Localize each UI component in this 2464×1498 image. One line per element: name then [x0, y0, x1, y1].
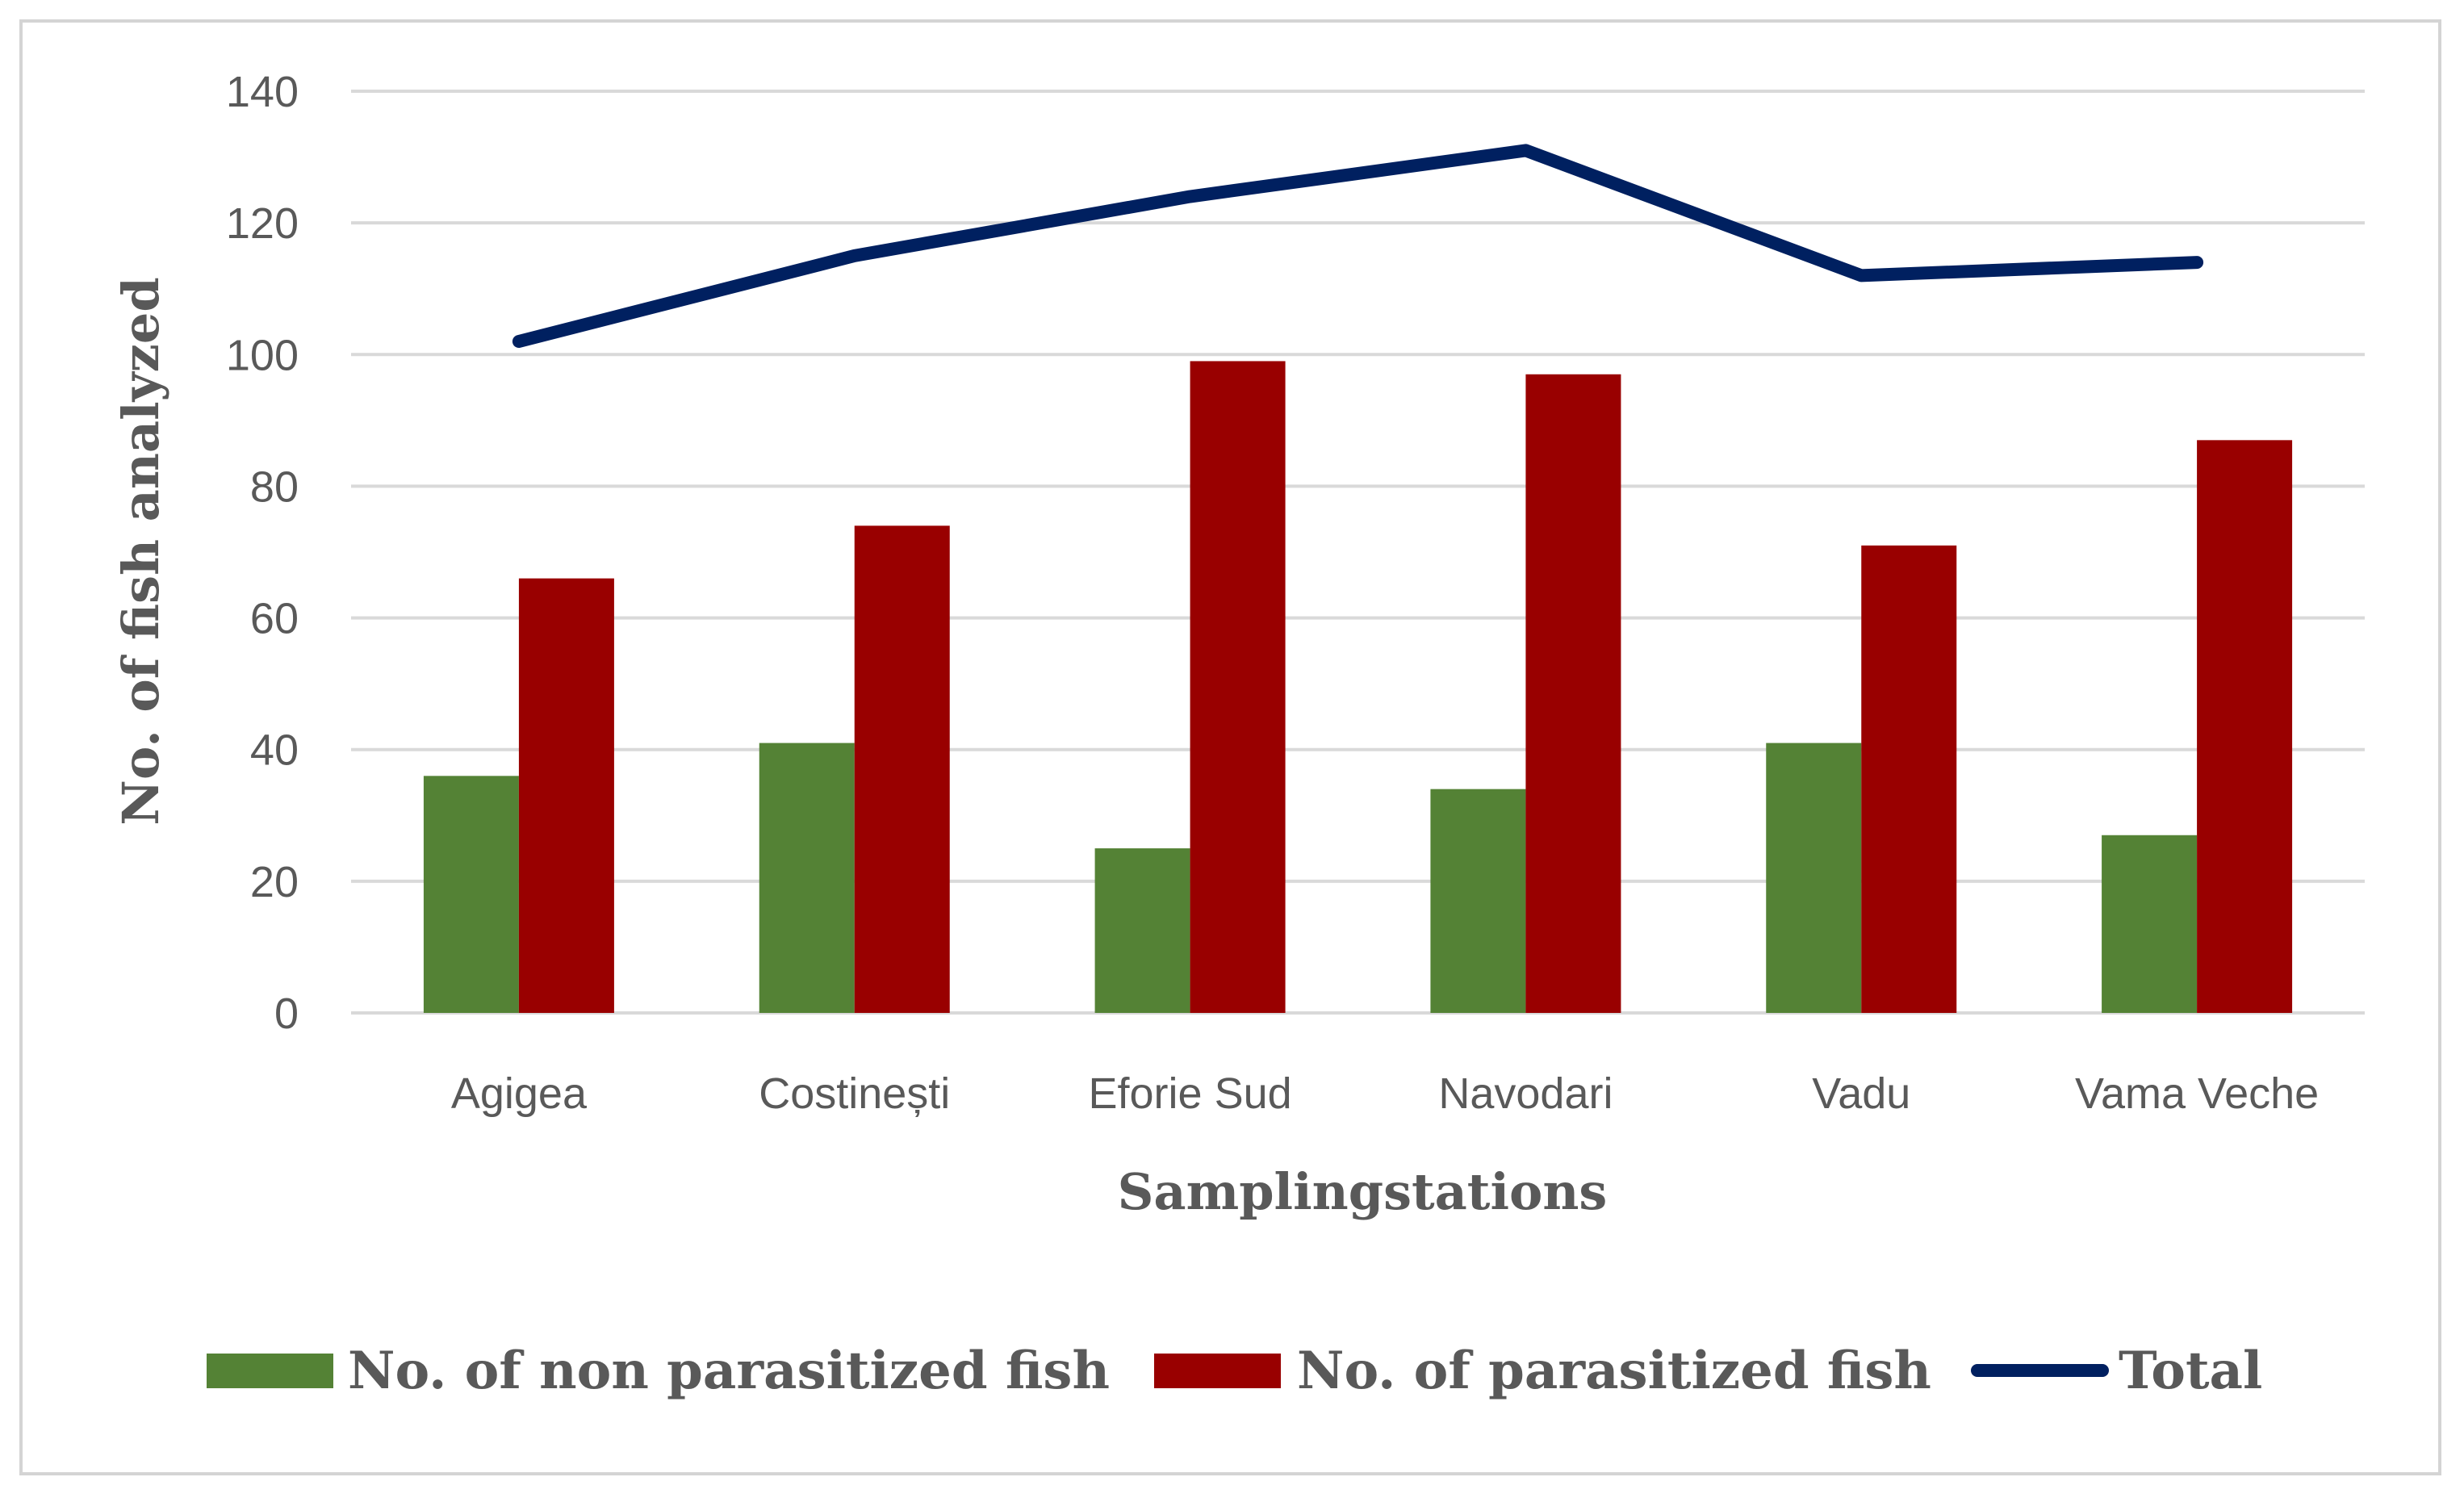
total-point-4 — [1860, 274, 1863, 277]
legend-label-non-parasitized: No. of non parasitized fish — [348, 1341, 1110, 1401]
y-tick-label: 120 — [226, 199, 299, 248]
legend-swatch-non-parasitized — [207, 1354, 333, 1388]
legend-swatch-parasitized — [1154, 1354, 1281, 1388]
y-tick-label: 20 — [250, 858, 299, 906]
gridlines — [351, 90, 2365, 1015]
bar-non-parasitized-1 — [759, 743, 855, 1013]
total-point-1 — [853, 254, 855, 257]
total-line-group — [512, 144, 2204, 348]
bar-parasitized-4 — [1861, 545, 1957, 1013]
bar-parasitized-3 — [1525, 374, 1621, 1013]
y-tick-label: 60 — [250, 595, 299, 643]
y-tick-label: 140 — [226, 68, 299, 116]
y-axis-title: No. of fish analyzed — [111, 277, 170, 825]
total-point-0 — [517, 340, 520, 342]
x-tick-label: Agigea — [451, 1069, 588, 1118]
bar-non-parasitized-2 — [1094, 848, 1190, 1013]
x-tick-label: Eforie Sud — [1089, 1069, 1292, 1118]
total-point-5 — [2196, 262, 2198, 264]
bar-non-parasitized-3 — [1430, 789, 1526, 1013]
bar-parasitized-2 — [1190, 361, 1286, 1013]
x-tick-labels: Agigea Costinești Eforie Sud Navodari Vadu Va… — [451, 1069, 2319, 1118]
legend-label-total: Total — [2119, 1341, 2262, 1401]
legend: No. of non parasitized fish No. of paras… — [207, 1341, 2262, 1401]
bar-parasitized-0 — [518, 578, 614, 1013]
bars — [423, 361, 2293, 1013]
bar-non-parasitized-4 — [1766, 743, 1862, 1013]
x-tick-label: Navodari — [1438, 1069, 1613, 1118]
legend-label-parasitized: No. of parasitized fish — [1297, 1341, 1931, 1401]
x-tick-label: Vama Veche — [2075, 1069, 2319, 1118]
x-axis-title: Samplingstations — [1118, 1162, 1608, 1221]
total-line — [512, 144, 2204, 348]
total-point-3 — [1525, 149, 1527, 152]
bar-parasitized-5 — [2197, 440, 2293, 1013]
y-tick-label: 80 — [250, 462, 299, 511]
y-tick-labels: 0 20 40 60 80 100 120 140 — [226, 68, 299, 1038]
bar-parasitized-1 — [854, 525, 950, 1013]
x-tick-label: Vadu — [1812, 1069, 1910, 1118]
y-tick-label: 100 — [226, 331, 299, 379]
total-point-2 — [1189, 195, 1191, 198]
y-tick-label: 0 — [274, 990, 299, 1038]
x-tick-label: Costinești — [759, 1069, 950, 1118]
bar-non-parasitized-5 — [2102, 835, 2198, 1013]
y-tick-label: 40 — [250, 726, 299, 775]
bar-non-parasitized-0 — [423, 776, 519, 1013]
